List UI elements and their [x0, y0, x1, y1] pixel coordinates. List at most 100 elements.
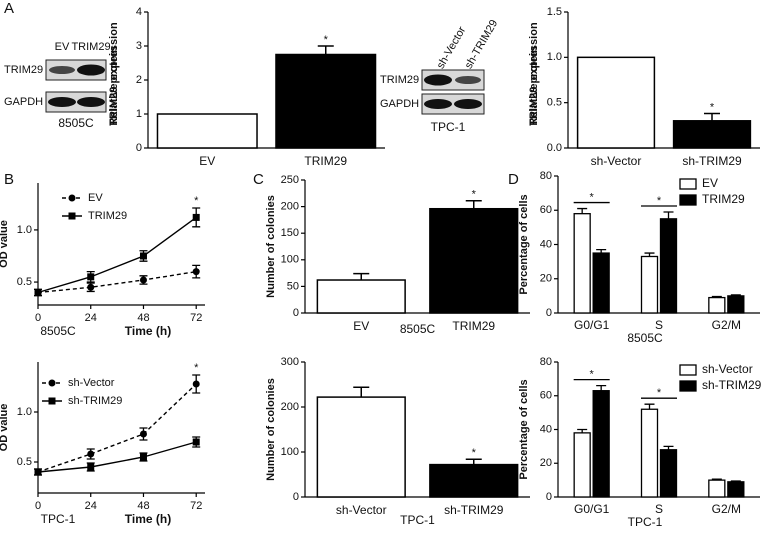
legend-label: sh-Vector [702, 362, 753, 376]
x-tick-label: 0 [35, 312, 41, 324]
y-tick-label: 100 [281, 446, 299, 458]
x-axis-label: 8505C [400, 322, 436, 336]
annotation: * [194, 195, 199, 207]
y-tick-label: 1 [136, 108, 142, 120]
marker [34, 288, 42, 296]
y-axis-label: Number of colonies [265, 195, 277, 298]
legend-label: TRIM29 [88, 210, 127, 222]
bar [316, 279, 406, 314]
annotation: * [710, 101, 715, 113]
legend-swatch [679, 178, 697, 190]
error-bar [644, 403, 655, 410]
y-tick-label: 200 [281, 201, 299, 213]
x-tick-label: EV [353, 319, 369, 333]
annotation: * [324, 34, 329, 46]
x-tick-label: 72 [190, 500, 202, 512]
annotation: * [657, 195, 662, 207]
blot-band [455, 76, 481, 84]
bar [640, 255, 659, 314]
x-tick-label: 48 [137, 312, 149, 324]
marker [192, 380, 200, 388]
legend-label: sh-TRIM29 [702, 378, 762, 392]
bar [573, 213, 591, 314]
y-tick-label: 40 [540, 238, 552, 250]
blot-band [49, 66, 75, 74]
legend-label: TRIM29 [702, 192, 745, 206]
blot-band [48, 97, 76, 107]
error-bar [577, 428, 588, 433]
y-tick-label: 0 [293, 307, 299, 319]
y-tick-label: 250 [281, 174, 299, 186]
cell-line: TPC-1 [41, 512, 76, 526]
y-tick-label: 2 [136, 74, 142, 86]
y-axis-label: TRIM29 proteinRelative expression [528, 22, 540, 126]
marker [34, 468, 42, 476]
x-tick-label: S [655, 502, 663, 516]
x-tick-label: 24 [85, 500, 97, 512]
blot-band [77, 97, 105, 107]
x-tick-label: EV [199, 154, 215, 168]
annotation: * [472, 189, 477, 201]
blot-band [424, 74, 452, 86]
error-bar [730, 294, 741, 296]
legend-swatch [679, 364, 697, 376]
x-tick-label: sh-TRIM29 [682, 154, 742, 168]
marker [192, 268, 200, 276]
error-bar [317, 45, 334, 55]
marker [87, 283, 95, 291]
annotation: * [590, 191, 595, 203]
bar [727, 481, 745, 498]
error-bar [663, 211, 674, 219]
x-tick-label: TRIM29 [304, 154, 347, 168]
x-axis-label: TPC-1 [400, 513, 435, 527]
line [37, 383, 197, 473]
bar [576, 56, 656, 149]
bar [727, 295, 745, 314]
y-tick-label: 0 [293, 491, 299, 503]
bar [275, 53, 377, 149]
legend-marker [68, 194, 76, 202]
row-label: TRIM29 [4, 64, 43, 76]
blot-band [77, 64, 105, 76]
y-tick-label: 300 [281, 356, 299, 368]
x-tick-label: sh-TRIM29 [444, 503, 504, 517]
panel-label: B [4, 171, 14, 188]
bar [429, 463, 519, 498]
y-tick-label: 1.0 [17, 406, 32, 418]
annotation: * [590, 369, 595, 381]
y-tick-label: 1.0 [547, 51, 562, 63]
blot-box [421, 93, 485, 115]
error-bar [711, 478, 722, 481]
bar [316, 396, 406, 498]
x-tick-label: TRIM29 [452, 319, 495, 333]
y-tick-label: 0 [546, 307, 552, 319]
bar [708, 479, 726, 498]
annotation: * [657, 387, 662, 399]
x-axis-label: TPC-1 [628, 515, 663, 529]
row-label: GAPDH [380, 98, 419, 110]
legend-marker [68, 212, 76, 220]
panel-label: D [508, 171, 519, 188]
y-tick-label: 0 [136, 142, 142, 154]
y-tick-label: 1.0 [17, 224, 32, 236]
error-bar [704, 112, 720, 121]
marker [87, 450, 95, 458]
x-tick-label: 0 [35, 500, 41, 512]
y-tick-label: 60 [540, 204, 552, 216]
error-bar [711, 295, 722, 298]
marker [139, 276, 147, 284]
line [37, 270, 197, 294]
error-bar [465, 199, 482, 209]
error-bar [596, 384, 607, 391]
legend-marker [48, 379, 56, 387]
panel-label: C [253, 171, 264, 188]
y-tick-label: 150 [281, 227, 299, 239]
bar [592, 252, 610, 314]
y-tick-label: 80 [540, 170, 552, 182]
row-label: GAPDH [4, 96, 43, 108]
error-bar [663, 445, 674, 450]
y-axis-label: TRIM29 proteinRelative expression [108, 22, 120, 126]
y-tick-label: 0 [546, 491, 552, 503]
error-bar [577, 207, 588, 214]
cell-line: TPC-1 [431, 120, 466, 134]
